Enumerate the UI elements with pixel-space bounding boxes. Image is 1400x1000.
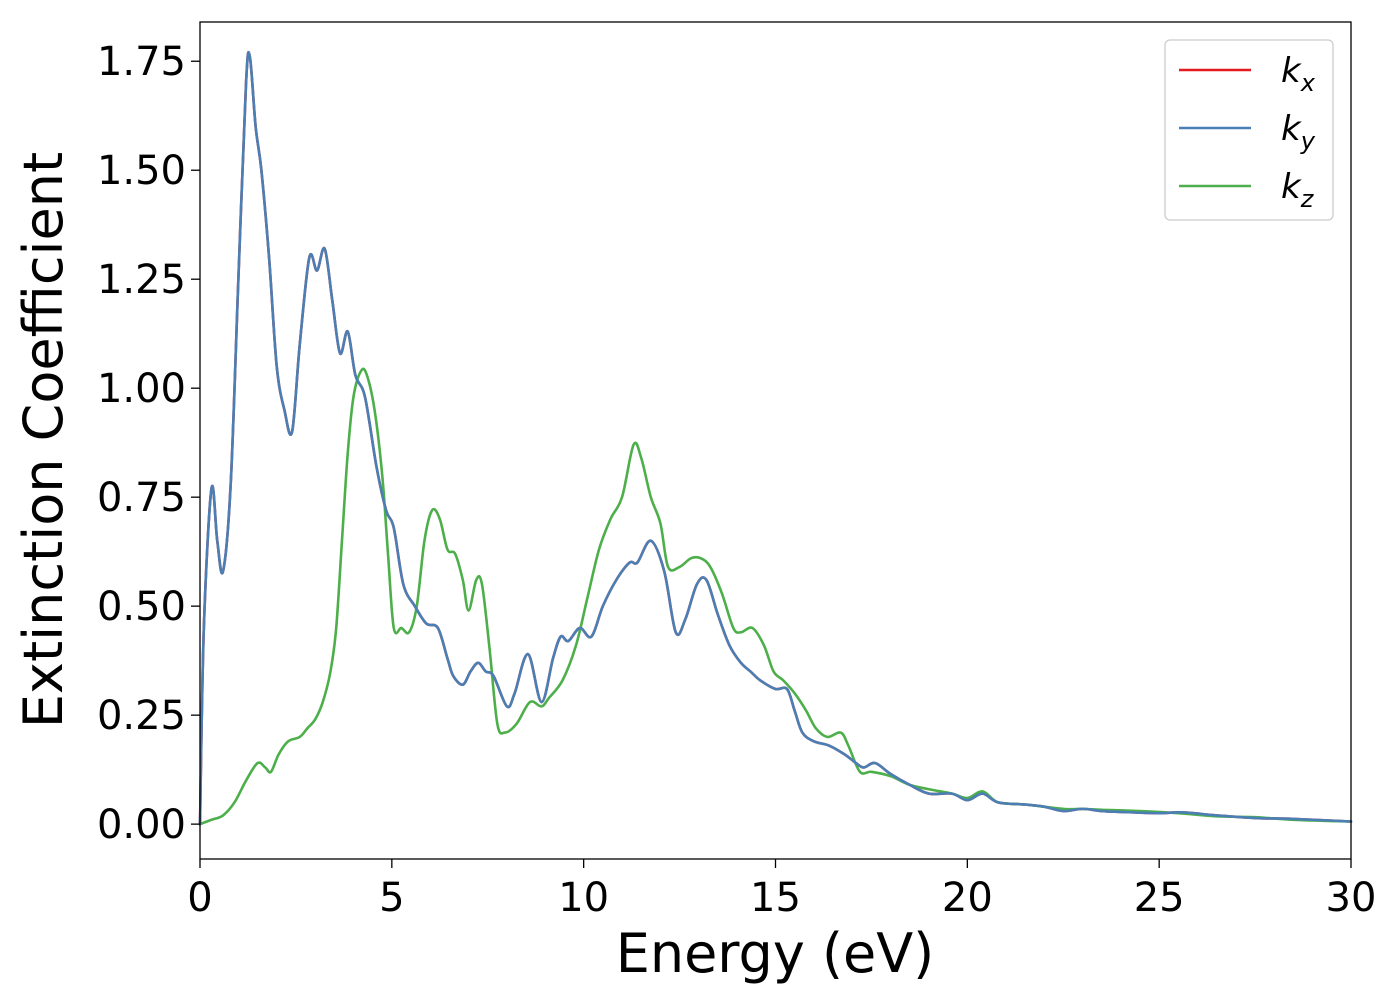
y-axis-title: Extinction Coefficient	[12, 152, 75, 728]
x-tick-label: 25	[1134, 875, 1185, 921]
y-tick-label: 0.25	[97, 693, 186, 739]
x-tick-label: 20	[942, 875, 993, 921]
series-line-k-y	[198, 50, 1353, 826]
x-tick-label: 30	[1326, 875, 1377, 921]
legend-box	[1164, 39, 1334, 221]
plot-lines	[198, 50, 1353, 826]
y-tick-label: 0.00	[97, 802, 186, 848]
legend-label-k-y: ky	[1281, 109, 1316, 155]
x-axis-title: Energy (eV)	[616, 922, 935, 985]
x-tick-label: 10	[558, 875, 609, 921]
x-tick-label: 0	[187, 875, 212, 921]
y-tick-label: 1.25	[97, 257, 186, 303]
x-axis-ticks: 0 5 10 15 20 25 30	[187, 859, 1376, 921]
y-tick-label: 1.00	[97, 366, 186, 412]
y-axis-ticks: 0.00 0.25 0.50 0.75 1.00 1.25 1.50 1.75	[97, 39, 200, 848]
legend-label-k-z: kz	[1281, 167, 1315, 213]
legend-label-k-x: kx	[1281, 51, 1316, 97]
y-tick-label: 0.50	[97, 584, 186, 630]
legend: kx ky kz	[1164, 39, 1334, 221]
x-tick-label: 15	[750, 875, 801, 921]
y-tick-label: 1.75	[97, 39, 186, 85]
y-tick-label: 0.75	[97, 475, 186, 521]
x-tick-label: 5	[379, 875, 404, 921]
y-tick-label: 1.50	[97, 148, 186, 194]
